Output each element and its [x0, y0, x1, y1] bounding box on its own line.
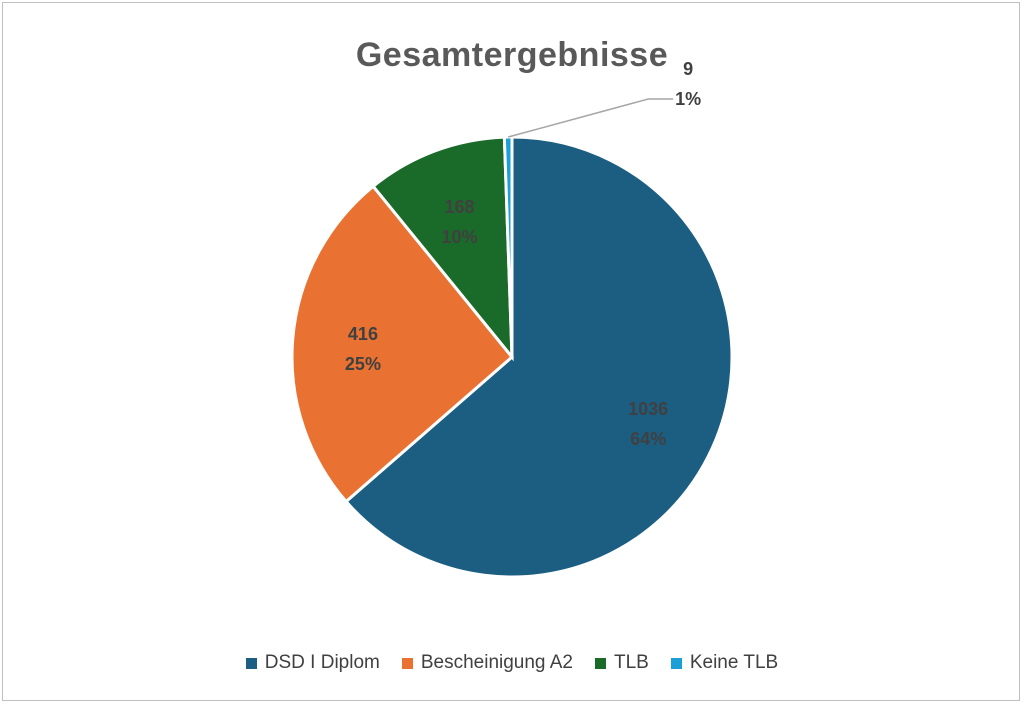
data-label-value: 168 — [444, 197, 474, 217]
legend-swatch — [670, 657, 682, 669]
legend: DSD I Diplom Bescheinigung A2 TLB Keine TLB — [0, 652, 1024, 674]
legend-label: Keine TLB — [689, 652, 779, 673]
legend-swatch — [594, 657, 606, 669]
legend-item: DSD I Diplom — [245, 652, 380, 674]
data-label-value: 416 — [348, 324, 378, 344]
pie-slice-1 — [343, 135, 734, 579]
legend-label: TLB — [613, 652, 649, 673]
legend-item: Keine TLB — [670, 652, 779, 674]
legend-label: Bescheinigung A2 — [420, 652, 573, 673]
legend-swatch — [245, 657, 257, 669]
data-label-value: 9 — [683, 59, 693, 79]
data-label-percent: 1% — [675, 89, 701, 109]
pie-slice-2 — [290, 184, 515, 504]
legend-swatch — [401, 657, 413, 669]
data-label-percent: 64% — [630, 429, 666, 449]
legend-item: TLB — [594, 652, 649, 674]
data-label-percent: 10% — [441, 227, 477, 247]
legend-label: DSD I Diplom — [264, 652, 380, 673]
data-label-value: 1036 — [628, 399, 668, 419]
pie-slice-3 — [371, 135, 514, 362]
data-label-percent: 25% — [345, 354, 381, 374]
leader-line — [507, 98, 674, 138]
chart-title: Gesamtergebnisse — [355, 36, 669, 74]
legend-item: Bescheinigung A2 — [401, 652, 573, 674]
